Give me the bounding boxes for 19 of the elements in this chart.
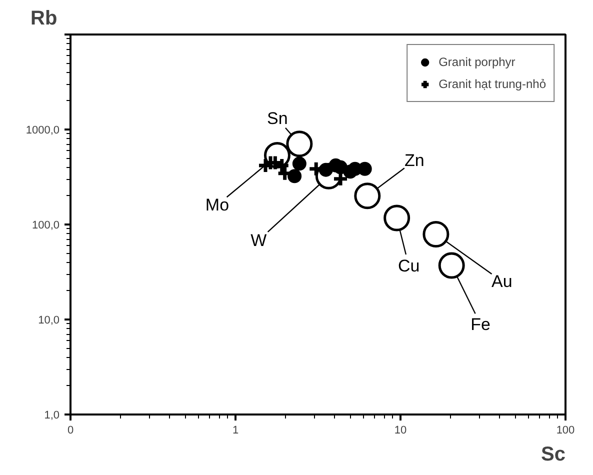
annotation: Mo (205, 196, 230, 215)
y-axis-title: Rb (30, 8, 58, 30)
x-tick-label: 10 (394, 424, 407, 436)
y-tick-label: 1,0 (44, 410, 60, 422)
annotation: Au (492, 272, 512, 291)
x-tick-label: 1 (232, 424, 239, 436)
y-tick-label: 10,0 (38, 314, 60, 326)
x-axis-title: Sc (541, 444, 566, 466)
legend-label: Granit hạt trung-nhỏ (438, 77, 546, 91)
x-tick-label: 0 (67, 424, 74, 436)
x-tick-label: 100 (556, 424, 575, 436)
annotation: W (250, 230, 267, 250)
y-tick-label: 1000,0 (26, 124, 60, 136)
annotation: Cu (398, 256, 420, 276)
annotation: Fe (470, 314, 491, 334)
annotation: Sn (267, 109, 288, 128)
annotation: Zn (404, 151, 424, 170)
y-tick-label: 100,0 (32, 220, 60, 232)
legend-label: Granit porphyr (438, 55, 516, 69)
